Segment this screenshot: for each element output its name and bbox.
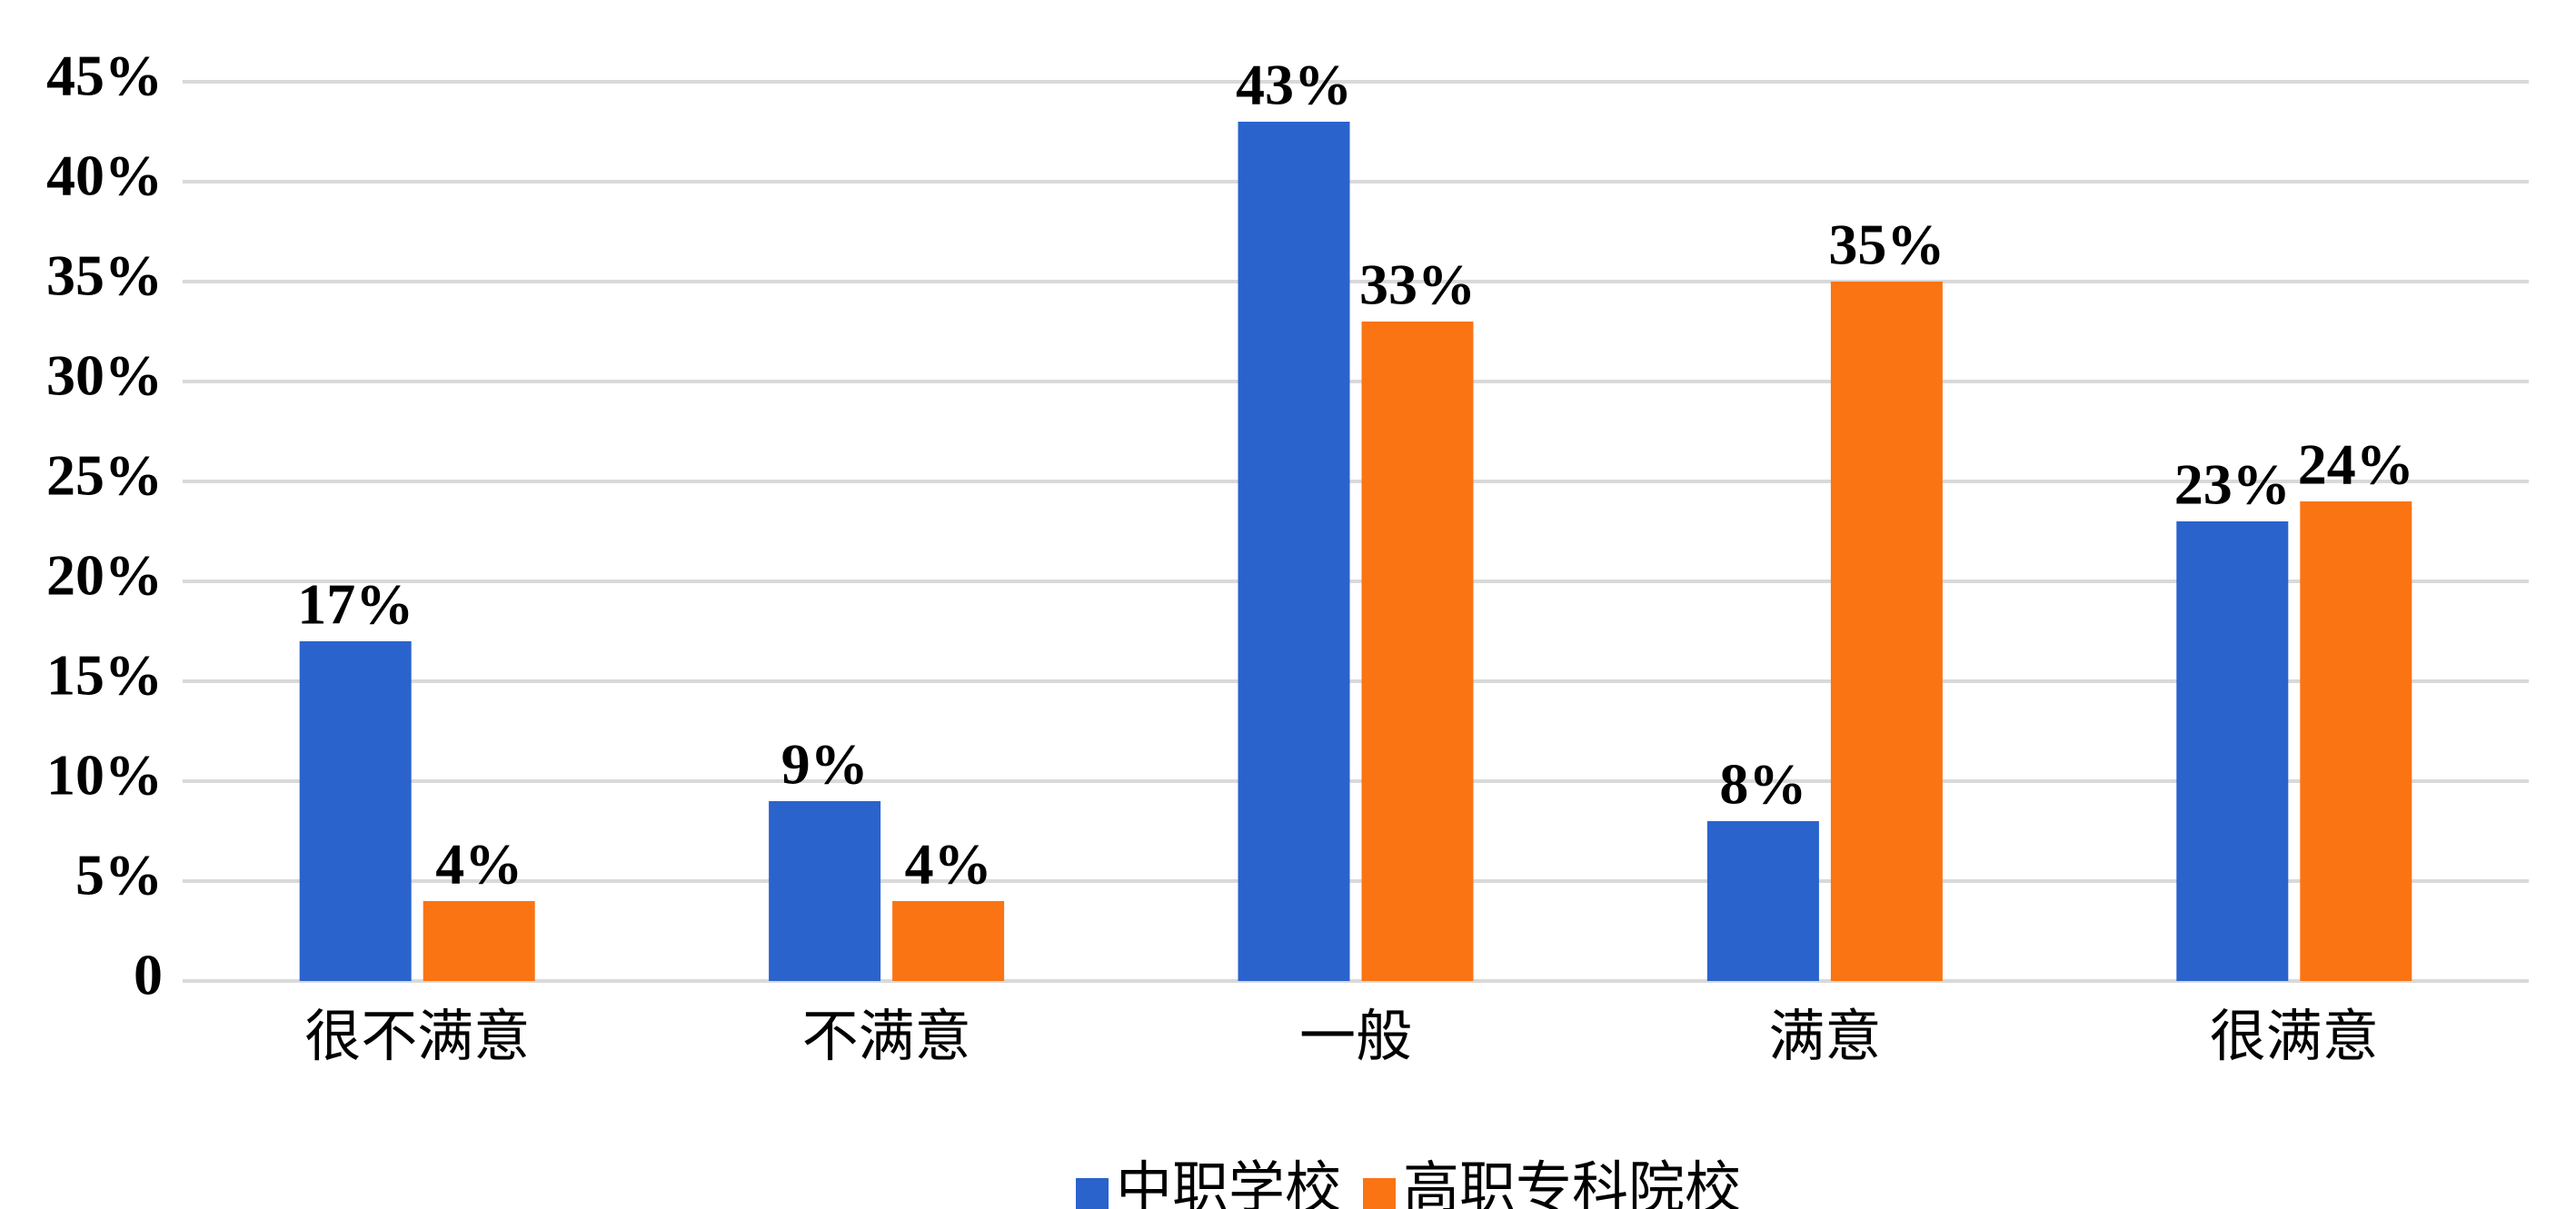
y-tick-label: 30%	[46, 343, 163, 408]
x-tick-label: 很满意	[2210, 1003, 2379, 1069]
x-tick-label: 不满意	[802, 1003, 971, 1069]
bar	[1361, 322, 1474, 981]
bar	[769, 801, 881, 981]
bar	[2300, 501, 2412, 981]
legend-swatch	[1363, 1178, 1396, 1209]
y-tick-label: 25%	[46, 443, 163, 508]
data-label: 43%	[1236, 53, 1352, 117]
data-label: 23%	[2174, 452, 2291, 517]
bar	[299, 641, 412, 981]
data-label: 9%	[781, 732, 869, 797]
y-tick-label: 45%	[46, 44, 163, 108]
bar	[892, 901, 1005, 981]
y-tick-label: 0	[134, 943, 163, 1007]
y-tick-label: 10%	[46, 743, 163, 808]
x-tick-label: 一般	[1299, 1003, 1412, 1069]
bar	[423, 901, 535, 981]
data-label: 35%	[1828, 213, 1944, 277]
y-tick-label: 15%	[46, 643, 163, 708]
y-tick-label: 35%	[46, 243, 163, 308]
data-label: 24%	[2298, 432, 2414, 497]
data-label: 8%	[1719, 752, 1806, 817]
data-label: 33%	[1359, 253, 1476, 317]
data-label: 4%	[435, 832, 522, 897]
y-tick-label: 5%	[75, 843, 163, 907]
legend-label: 中职学校	[1116, 1154, 1341, 1209]
data-label: 4%	[905, 832, 992, 897]
bar	[1706, 821, 1819, 981]
y-tick-label: 40%	[46, 144, 163, 208]
y-tick-label: 20%	[46, 543, 163, 608]
bar	[1830, 282, 1943, 981]
legend-swatch	[1076, 1178, 1109, 1209]
bar	[1238, 122, 1350, 981]
legend-label: 高职专科院校	[1403, 1154, 1741, 1209]
data-label: 17%	[297, 572, 413, 637]
bar	[2176, 521, 2289, 981]
x-tick-label: 满意	[1768, 1003, 1881, 1069]
x-tick-label: 很不满意	[304, 1003, 530, 1069]
